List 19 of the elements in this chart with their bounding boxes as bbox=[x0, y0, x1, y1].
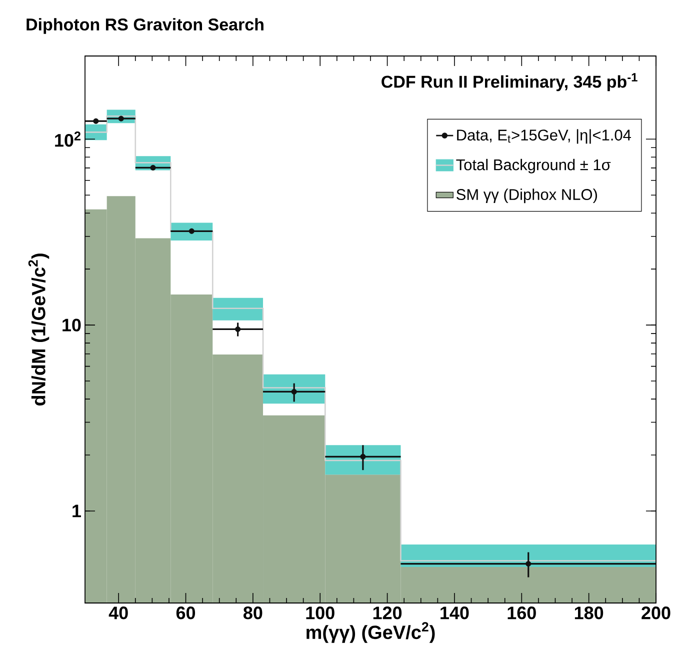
legend-label: Total Background ± 1σ bbox=[456, 158, 611, 174]
legend-label: Data, E$_{t}$>15GeV, |η|<1.04 bbox=[457, 129, 631, 144]
y-axis-title: dN/dM (1/GeV/c$^{2}$) bbox=[28, 254, 50, 406]
x-tick-label: 40 bbox=[108, 606, 128, 620]
x-tick-label: 160 bbox=[508, 606, 536, 620]
x-tick-label: 100 bbox=[306, 606, 334, 620]
x-tick-label: 80 bbox=[244, 606, 262, 620]
y-tick-label: 1 bbox=[72, 504, 81, 518]
chart-title: Diphoton RS Graviton Search bbox=[26, 18, 264, 34]
annotation: CDF Run II Preliminary, 345 pb$^{-1}$ bbox=[382, 73, 638, 92]
x-tick-label: 120 bbox=[373, 606, 402, 620]
x-axis-title: m(γγ) (GeV/c$^{2}$) bbox=[306, 622, 435, 643]
x-tick-label: 180 bbox=[574, 606, 604, 620]
y-tick-label: 10$^{2}$ bbox=[55, 132, 80, 147]
legend-label: SM γγ (Diphox NLO) bbox=[456, 188, 597, 204]
x-tick-label: 140 bbox=[440, 606, 469, 620]
y-tick-label: 10 bbox=[62, 318, 81, 332]
x-tick-label: 200 bbox=[642, 606, 670, 620]
x-tick-label: 60 bbox=[176, 606, 196, 620]
